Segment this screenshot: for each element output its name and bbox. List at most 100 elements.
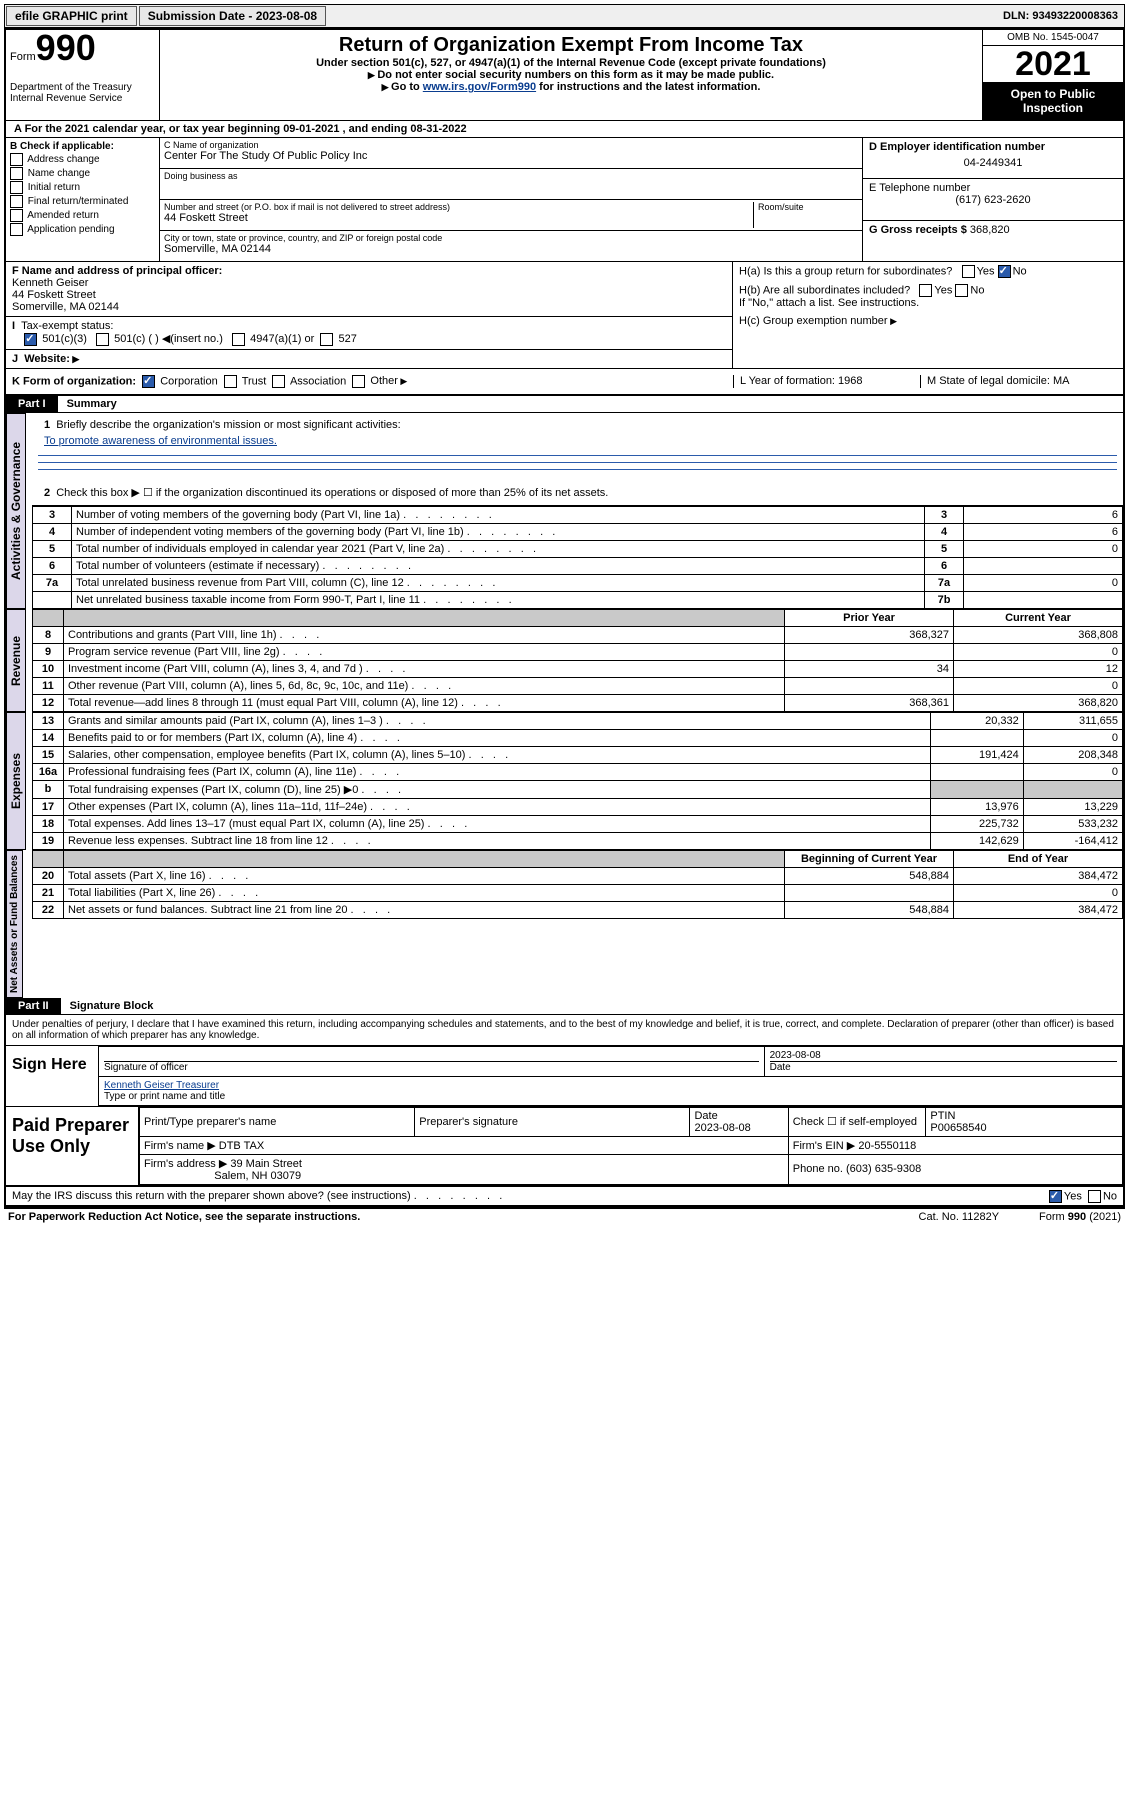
hb-note: If "No," attach a list. See instructions… [739, 297, 919, 309]
line1-label: Briefly describe the organization's miss… [56, 419, 400, 431]
omb-number: OMB No. 1545-0047 [983, 30, 1123, 46]
sign-here-label: Sign Here [6, 1046, 98, 1106]
side-net: Net Assets or Fund Balances [6, 850, 23, 998]
tax-exempt-label: Tax-exempt status: [21, 320, 113, 332]
header-right: OMB No. 1545-0047 2021 Open to Public In… [982, 30, 1123, 120]
side-activities: Activities & Governance [6, 413, 26, 609]
cb-address-change[interactable]: Address change [10, 153, 155, 166]
tax-year: 2021 [983, 46, 1123, 82]
ha-row: H(a) Is this a group return for subordin… [733, 262, 1123, 281]
part2-header: Part II Signature Block [6, 998, 1123, 1015]
net-table: Beginning of Current YearEnd of Year20To… [32, 850, 1123, 919]
gross-value: 368,820 [970, 224, 1010, 236]
table-row: 6Total number of volunteers (estimate if… [33, 557, 1123, 574]
cb-ha-no[interactable] [998, 265, 1011, 278]
table-row: 19Revenue less expenses. Subtract line 1… [33, 832, 1123, 849]
year-formation: L Year of formation: 1968 [733, 375, 920, 388]
efile-button[interactable]: efile GRAPHIC print [6, 6, 137, 26]
line1-text: To promote awareness of environmental is… [44, 435, 277, 447]
prep-date-val: 2023-08-08 [694, 1122, 750, 1134]
cb-irs-no[interactable] [1088, 1190, 1101, 1203]
table-row: 11Other revenue (Part VIII, column (A), … [33, 677, 1123, 694]
room-label: Room/suite [758, 202, 858, 212]
org-name: Center For The Study Of Public Policy In… [164, 150, 858, 162]
cb-name-change[interactable]: Name change [10, 167, 155, 180]
table-row: 16aProfessional fundraising fees (Part I… [33, 763, 1123, 780]
table-row: 8Contributions and grants (Part VIII, li… [33, 626, 1123, 643]
firm-addr1: 39 Main Street [230, 1158, 302, 1170]
table-row: bTotal fundraising expenses (Part IX, co… [33, 780, 1123, 798]
sig-date-val: 2023-08-08 [770, 1050, 821, 1061]
cb-527[interactable] [320, 333, 333, 346]
side-expenses: Expenses [6, 712, 26, 850]
city-label: City or town, state or province, country… [164, 233, 858, 243]
irs-link[interactable]: www.irs.gov/Form990 [423, 81, 536, 93]
cb-ha-yes[interactable] [962, 265, 975, 278]
arrow-line-2: Go to www.irs.gov/Form990 for instructio… [164, 81, 978, 93]
table-row: 9Program service revenue (Part VIII, lin… [33, 643, 1123, 660]
header-mid: Return of Organization Exempt From Incom… [160, 30, 982, 120]
arrow-line-1: Do not enter social security numbers on … [164, 69, 978, 81]
cb-amended-return[interactable]: Amended return [10, 209, 155, 222]
city-row: City or town, state or province, country… [160, 231, 862, 261]
tax-exempt-row: I Tax-exempt status: 501(c)(3) 501(c) ( … [6, 317, 732, 350]
footer: For Paperwork Reduction Act Notice, see … [4, 1208, 1125, 1225]
cb-other[interactable] [352, 375, 365, 388]
addr-label: Number and street (or P.O. box if mail i… [164, 202, 749, 212]
line2-text: Check this box ▶ ☐ if the organization d… [56, 487, 608, 499]
officer-row: F Name and address of principal officer:… [6, 262, 732, 317]
cb-irs-yes[interactable] [1049, 1190, 1062, 1203]
addr-row: Number and street (or P.O. box if mail i… [160, 200, 862, 231]
cb-501c3[interactable] [24, 333, 37, 346]
table-row: 7aTotal unrelated business revenue from … [33, 574, 1123, 591]
submission-date-button[interactable]: Submission Date - 2023-08-08 [139, 6, 326, 26]
prep-sig-label: Preparer's signature [415, 1107, 690, 1136]
cb-trust[interactable] [224, 375, 237, 388]
cb-assoc[interactable] [272, 375, 285, 388]
ein-value: 04-2449341 [869, 157, 1117, 169]
phone-value: (617) 623-2620 [869, 194, 1117, 206]
org-name-row: C Name of organization Center For The St… [160, 138, 862, 169]
footer-left: For Paperwork Reduction Act Notice, see … [8, 1211, 360, 1223]
dln-label: DLN: 93493220008363 [997, 8, 1124, 24]
form-word: Form [10, 51, 36, 63]
cb-hb-yes[interactable] [919, 284, 932, 297]
revenue-block: Revenue Prior YearCurrent Year8Contribut… [6, 609, 1123, 712]
officer-name: Kenneth Geiser [12, 277, 88, 289]
cb-application-pending[interactable]: Application pending [10, 223, 155, 236]
lower-left: F Name and address of principal officer:… [6, 262, 733, 368]
phone-row: E Telephone number (617) 623-2620 [863, 179, 1123, 220]
col-b-header: B Check if applicable: [10, 141, 155, 152]
hb-row: H(b) Are all subordinates included? Yes … [733, 281, 1123, 312]
paid-preparer-label: Paid Preparer Use Only [6, 1107, 139, 1185]
part1-num: Part I [6, 396, 58, 412]
net-block: Net Assets or Fund Balances Beginning of… [6, 850, 1123, 998]
activities-block: Activities & Governance 1 Briefly descri… [6, 413, 1123, 609]
dba-label: Doing business as [164, 171, 858, 181]
firm-ein: 20-5550118 [858, 1140, 916, 1152]
cb-final-return[interactable]: Final return/terminated [10, 195, 155, 208]
table-row: Net unrelated business taxable income fr… [33, 591, 1123, 608]
dba-row: Doing business as [160, 169, 862, 200]
revenue-table: Prior YearCurrent Year8Contributions and… [32, 609, 1123, 712]
hc-row: H(c) Group exemption number [733, 312, 1123, 330]
form-container: Form990 Department of the Treasury Inter… [4, 28, 1125, 1208]
goto-pre: Go to [391, 81, 423, 93]
paid-preparer-block: Paid Preparer Use Only Print/Type prepar… [6, 1107, 1123, 1187]
top-toolbar: efile GRAPHIC print Submission Date - 20… [4, 4, 1125, 28]
gross-label: G Gross receipts $ [869, 224, 967, 236]
cb-501c[interactable] [96, 333, 109, 346]
cb-corp[interactable] [142, 375, 155, 388]
firm-phone: (603) 635-9308 [846, 1163, 921, 1175]
may-irs-row: May the IRS discuss this return with the… [6, 1187, 1123, 1206]
ein-row: D Employer identification number 04-2449… [863, 138, 1123, 179]
cb-4947[interactable] [232, 333, 245, 346]
part1-header: Part I Summary [6, 396, 1123, 413]
open-inspection: Open to Public Inspection [983, 82, 1123, 120]
row-a-tax-year: A For the 2021 calendar year, or tax yea… [6, 121, 1123, 138]
state-domicile: M State of legal domicile: MA [920, 375, 1117, 388]
phone-label: E Telephone number [869, 182, 1117, 194]
city-value: Somerville, MA 02144 [164, 243, 858, 255]
cb-initial-return[interactable]: Initial return [10, 181, 155, 194]
cb-hb-no[interactable] [955, 284, 968, 297]
